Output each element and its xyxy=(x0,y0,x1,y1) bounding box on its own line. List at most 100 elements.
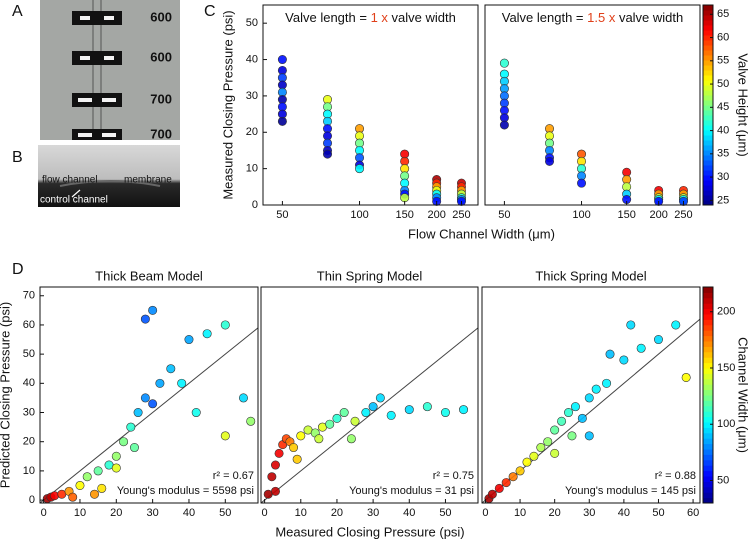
data-point xyxy=(93,466,103,476)
data-point xyxy=(550,425,560,435)
data-point xyxy=(50,491,60,501)
colorbar-step xyxy=(703,25,713,31)
colorbar-tick-label: 40 xyxy=(717,124,729,136)
colorbar-step xyxy=(703,35,713,41)
x-tick-label: 50 xyxy=(439,507,451,519)
data-point xyxy=(529,451,539,461)
x-tick-label: 10 xyxy=(295,507,307,519)
image-label: 700 xyxy=(150,126,172,141)
data-point xyxy=(346,434,356,444)
data-point xyxy=(501,478,511,488)
data-point xyxy=(499,58,509,68)
colorbar-step xyxy=(703,422,713,428)
colorbar-step xyxy=(703,60,713,66)
colorbar-step xyxy=(703,10,713,16)
colorbar-step xyxy=(703,165,713,171)
colorbar-step xyxy=(703,105,713,111)
x-tick-label: 200 xyxy=(427,209,445,221)
x-tick-label: 20 xyxy=(331,507,343,519)
colorbar-step xyxy=(703,125,713,131)
colorbar-tick-label: 65 xyxy=(717,8,729,20)
y-tick-label: 10 xyxy=(23,465,35,477)
colorbar-tick-label: 30 xyxy=(717,171,729,183)
data-point xyxy=(400,193,410,203)
colorbar-step xyxy=(703,20,713,26)
colorbar-step xyxy=(703,346,713,353)
colorbar-frame xyxy=(702,286,714,504)
data-point xyxy=(361,408,371,418)
x-axis-label: Flow Channel Width (μm) xyxy=(408,226,555,241)
data-point xyxy=(270,486,280,496)
data-point xyxy=(97,483,107,493)
plot-frame xyxy=(484,4,701,206)
annotation: Young's modulus = 31 psi xyxy=(349,485,474,497)
identity-line xyxy=(39,327,259,504)
colorbar-step xyxy=(703,50,713,56)
x-tick-label: 250 xyxy=(674,209,692,221)
x-tick-label: 20 xyxy=(549,507,561,519)
colorbar-step xyxy=(703,476,713,482)
data-point xyxy=(296,431,306,441)
data-point xyxy=(355,164,365,174)
panel-letter: D xyxy=(12,261,24,278)
colorbar-step xyxy=(703,357,713,364)
colorbar-step xyxy=(703,378,713,385)
data-point xyxy=(140,314,150,324)
colorbar-tick-label: 50 xyxy=(717,78,729,90)
x-tick-label: 0 xyxy=(482,507,488,519)
x-tick-label: 30 xyxy=(583,507,595,519)
title-part: valve width xyxy=(615,10,683,25)
colorbar-step xyxy=(703,384,713,391)
data-point xyxy=(386,410,396,420)
x-tick-label: 10 xyxy=(514,507,526,519)
data-point xyxy=(267,472,277,482)
title-emphasis: 1.5 x xyxy=(587,10,616,25)
identity-line xyxy=(260,327,479,504)
data-point xyxy=(545,156,555,166)
data-point xyxy=(75,480,85,490)
colorbar-step xyxy=(703,292,713,299)
x-tick-label: 50 xyxy=(276,209,288,221)
colorbar-tick-label: 60 xyxy=(717,31,729,43)
image-label: membrane xyxy=(124,175,172,186)
colorbar-step xyxy=(703,351,713,358)
colorbar-step xyxy=(703,416,713,423)
colorbar-step xyxy=(703,85,713,91)
data-point xyxy=(82,472,92,482)
panel-letter: C xyxy=(204,3,216,20)
colorbar-step xyxy=(703,303,713,310)
data-point xyxy=(584,393,594,403)
y-tick-label: 50 xyxy=(246,17,258,29)
colorbar-tick-label: 55 xyxy=(717,55,729,67)
colorbar-step xyxy=(703,185,713,191)
colorbar-step xyxy=(703,115,713,121)
x-tick-label: 100 xyxy=(572,209,590,221)
chart-title: Thin Spring Model xyxy=(317,268,423,283)
data-point xyxy=(277,55,287,65)
colorbar-step xyxy=(703,90,713,96)
panel-letter: B xyxy=(12,149,23,166)
data-point xyxy=(202,329,212,339)
x-tick-label: 250 xyxy=(452,209,470,221)
colorbar-tick-label: 35 xyxy=(717,148,729,160)
colorbar-step xyxy=(703,492,713,499)
chart-title: Valve length = 1 x valve width xyxy=(285,10,456,25)
data-point xyxy=(508,472,518,482)
data-point xyxy=(626,320,636,330)
x-tick-label: 50 xyxy=(498,209,510,221)
data-point xyxy=(557,416,567,426)
data-point xyxy=(292,454,302,464)
data-point xyxy=(314,434,324,444)
data-point xyxy=(605,349,615,359)
colorbar-step xyxy=(703,130,713,136)
x-axis-label: Measured Closing Pressure (psi) xyxy=(275,524,464,539)
colorbar-step xyxy=(703,486,713,493)
colorbar-step xyxy=(703,373,713,380)
data-point xyxy=(332,413,342,423)
data-point xyxy=(339,408,349,418)
data-point xyxy=(270,460,280,470)
data-point xyxy=(591,384,601,394)
colorbar-step xyxy=(703,443,713,450)
colorbar-tick-label: 150 xyxy=(717,362,735,374)
